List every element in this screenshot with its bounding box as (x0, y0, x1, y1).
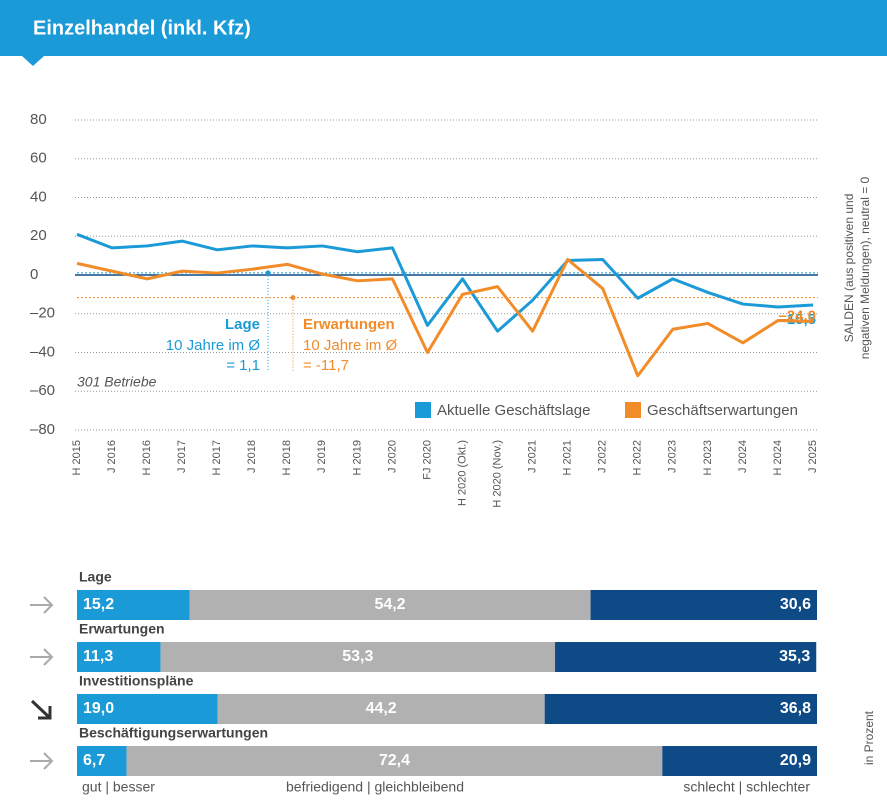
category-label: Lage (79, 569, 112, 585)
reference-label: = -11,7 (303, 357, 349, 374)
line-series (76, 258, 814, 378)
bar-value-label: 11,3 (83, 648, 113, 665)
trend-arrow (30, 648, 54, 666)
bar-segment (555, 642, 817, 672)
category-label: Erwartungen (79, 621, 165, 637)
x-tick-label: J 2025 (807, 440, 819, 473)
x-tick-label: J 2024 (737, 440, 749, 473)
category-label: Investitionspläne (79, 673, 194, 689)
bar-segment (126, 746, 663, 776)
legend-label: gut | besser (82, 779, 155, 795)
x-tick-label: J 2017 (176, 440, 188, 473)
bar-segment (77, 746, 127, 776)
line-series (76, 232, 814, 333)
x-tick-label: J 2022 (597, 440, 609, 473)
header-band (0, 0, 887, 56)
bar-value-label: 20,9 (780, 752, 811, 769)
bar-value-label: 53,3 (342, 648, 373, 665)
end-label: –15,5 (778, 311, 816, 328)
x-tick-label: J 2023 (667, 440, 679, 473)
bar-value-label: 35,3 (779, 648, 810, 665)
y-axis-label: SALDEN (aus positiven und (842, 194, 856, 343)
reference-name: Lage (225, 316, 260, 333)
header-notch (22, 56, 44, 66)
y-axis-label: negativen Meldungen), neutral = 0 (858, 176, 872, 359)
y-tick-label: 40 (30, 188, 47, 205)
x-tick-label: J 2020 (386, 440, 398, 473)
x-tick-label: J 2016 (106, 440, 118, 473)
bar-segment (662, 746, 817, 776)
bar-segment (160, 642, 556, 672)
x-tick-label: H 2017 (211, 440, 223, 475)
y-tick-label: 0 (30, 266, 38, 283)
bar-segment (590, 590, 817, 620)
x-tick-label: H 2023 (702, 440, 714, 475)
legend-swatch (415, 402, 431, 418)
legend-label: Geschäftserwartungen (647, 402, 798, 419)
reference-note: 10 Jahre im Ø (166, 337, 261, 354)
x-tick-label: H 2020 (Okt.) (456, 440, 468, 506)
x-tick-label: H 2018 (281, 440, 293, 475)
bar-value-label: 19,0 (83, 700, 114, 717)
bar-segment (77, 642, 161, 672)
header-title: Einzelhandel (inkl. Kfz) (33, 17, 251, 39)
y-tick-label: –40 (30, 343, 55, 360)
bar-value-label: 72,4 (379, 752, 410, 769)
legend-label: schlecht | schlechter (683, 779, 810, 795)
legend-swatch (625, 402, 641, 418)
x-tick-label: J 2021 (527, 440, 539, 473)
bar-value-label: 6,7 (83, 752, 105, 769)
bar-segment (77, 590, 190, 620)
x-tick-label: J 2018 (246, 440, 258, 473)
x-tick-label: H 2019 (351, 440, 363, 475)
trend-arrow (30, 699, 52, 720)
x-tick-label: H 2016 (141, 440, 153, 475)
bar-value-label: 30,6 (780, 596, 811, 613)
bar-value-label: 54,2 (374, 596, 405, 613)
x-tick-label: J 2019 (316, 440, 328, 473)
y-tick-label: –20 (30, 305, 55, 322)
y-tick-label: –80 (30, 421, 55, 438)
unit-label: in Prozent (862, 710, 876, 765)
end-label: –24,0 (778, 307, 816, 324)
legend-label: befriedigend | gleichbleibend (286, 779, 464, 795)
x-tick-label: H 2022 (632, 440, 644, 475)
bar-segment (189, 590, 591, 620)
bar-segment (544, 694, 817, 724)
x-tick-label: FJ 2020 (421, 440, 433, 480)
trend-arrow (30, 596, 54, 614)
note: 301 Betriebe (77, 374, 157, 390)
y-tick-label: 60 (30, 150, 47, 167)
reference-label: = 1,1 (226, 357, 260, 374)
bar-value-label: 15,2 (83, 596, 114, 613)
x-tick-label: H 2015 (71, 440, 83, 475)
x-tick-label: H 2024 (772, 440, 784, 475)
category-label: Beschäftigungserwartungen (79, 725, 268, 741)
reference-name: Erwartungen (303, 316, 395, 333)
bar-value-label: 36,8 (780, 700, 811, 717)
y-tick-label: –60 (30, 382, 55, 399)
y-tick-label: 80 (30, 111, 47, 128)
bar-value-label: 44,2 (366, 700, 397, 717)
x-tick-label: H 2021 (562, 440, 574, 475)
bar-segment (217, 694, 545, 724)
x-tick-label: H 2020 (Nov.) (491, 440, 503, 508)
legend-label: Aktuelle Geschäftslage (437, 402, 590, 419)
y-tick-label: 20 (30, 227, 47, 244)
reference-note: 10 Jahre im Ø (303, 337, 398, 354)
reference-dot (265, 270, 271, 276)
bar-segment (77, 694, 218, 724)
reference-dot (290, 295, 296, 301)
trend-arrow (30, 752, 54, 770)
